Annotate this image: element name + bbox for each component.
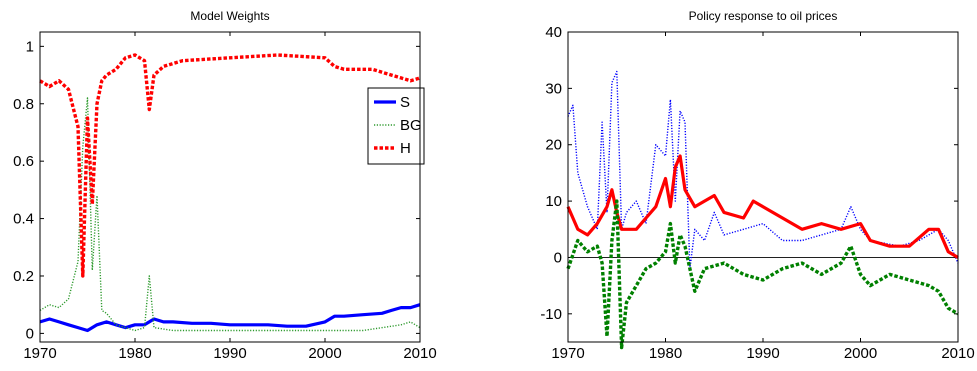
y-tick-label: 30 bbox=[545, 80, 562, 97]
axes-frame-model-weights bbox=[39, 31, 421, 343]
x-tick-label: 1970 bbox=[23, 345, 56, 362]
legend-model-weights: S BG H bbox=[367, 87, 425, 165]
y-tick-label: 0 bbox=[26, 325, 34, 342]
ticks-model-weights: 1970 1980 1990 2000 2010 0 0.2 0.4 0.6 0.8 1 bbox=[13, 32, 437, 362]
chart-title-model-weights: Model Weights bbox=[190, 9, 269, 23]
ticks-policy-response: 1970 1980 1990 2000 2010 -10 0 10 20 30 40 bbox=[540, 24, 974, 362]
x-tick-label: 2010 bbox=[403, 345, 436, 362]
chart-title-policy-response: Policy response to oil prices bbox=[689, 9, 838, 23]
x-tick-label: 1980 bbox=[118, 345, 151, 362]
x-tick-label: 1990 bbox=[213, 345, 246, 362]
y-tick-label: 0 bbox=[554, 249, 562, 266]
y-tick-label: 1 bbox=[26, 38, 34, 55]
lines-policy-response bbox=[566, 70, 959, 350]
legend-label-h: H bbox=[400, 140, 411, 157]
y-tick-label: 0.2 bbox=[13, 268, 34, 285]
x-tick-label: 1970 bbox=[551, 345, 584, 362]
y-tick-label: 0.6 bbox=[13, 153, 34, 170]
axes-frame-policy-response bbox=[567, 31, 959, 343]
y-tick-label: 10 bbox=[545, 193, 562, 210]
series-line-1 bbox=[566, 154, 959, 259]
y-tick-label: 0.4 bbox=[13, 211, 34, 228]
series-line-h bbox=[39, 53, 421, 278]
chart-model-weights: Model Weights 1970 1980 1990 2000 2010 0 0.2 0.… bbox=[13, 9, 437, 362]
lines-model-weights bbox=[39, 53, 421, 333]
series-line-2 bbox=[566, 199, 959, 350]
chart-policy-response: Policy response to oil prices 1970 1980 19… bbox=[540, 9, 974, 362]
y-tick-label: 40 bbox=[545, 24, 562, 41]
x-tick-label: 1990 bbox=[746, 345, 779, 362]
legend-label-s: S bbox=[400, 94, 410, 111]
x-tick-label: 2010 bbox=[941, 345, 974, 362]
x-tick-label: 2000 bbox=[308, 345, 341, 362]
x-tick-label: 1980 bbox=[649, 345, 682, 362]
y-tick-label: 20 bbox=[545, 137, 562, 154]
legend-label-bg: BG bbox=[400, 117, 422, 134]
series-line-bg bbox=[39, 97, 421, 332]
series-line-s bbox=[39, 303, 421, 333]
y-tick-label: -10 bbox=[540, 306, 562, 323]
y-tick-label: 0.8 bbox=[13, 96, 34, 113]
x-tick-label: 2000 bbox=[844, 345, 877, 362]
series-line-0 bbox=[567, 70, 959, 270]
